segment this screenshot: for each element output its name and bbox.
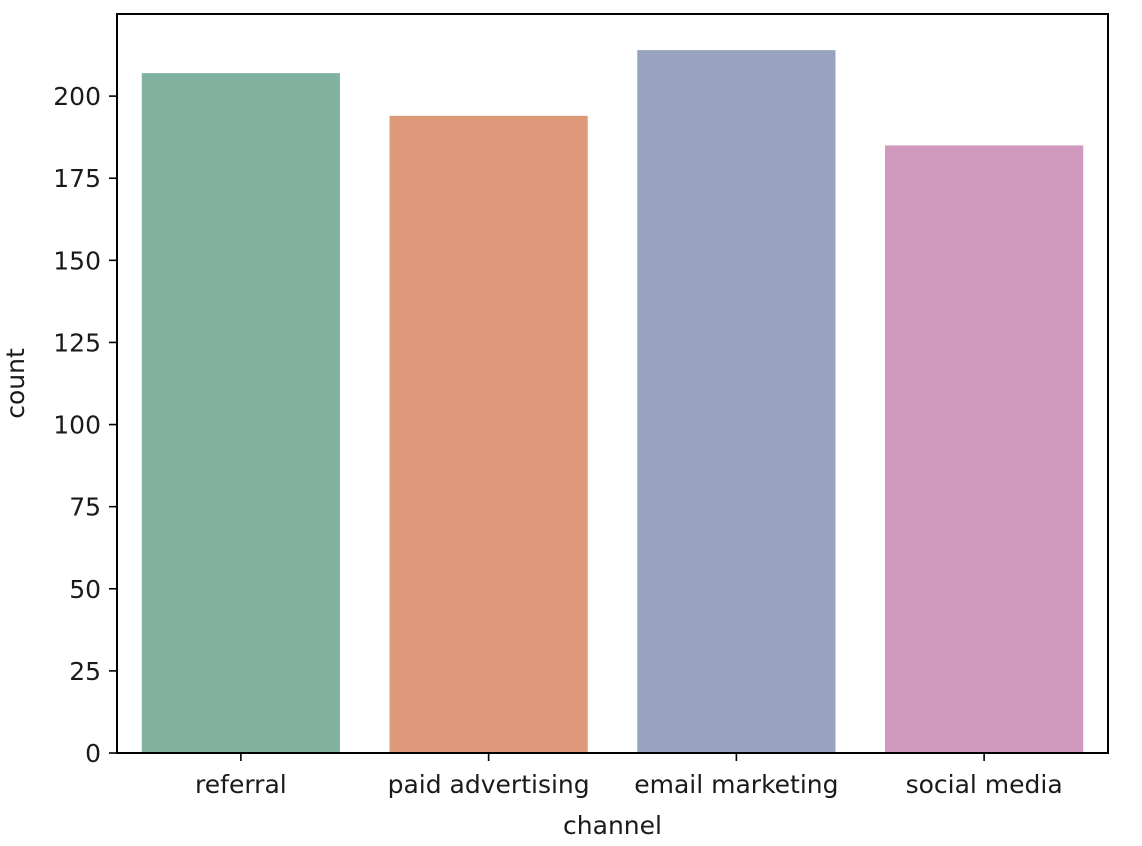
bar-social-media bbox=[885, 145, 1084, 753]
y-axis-title: count bbox=[1, 348, 30, 419]
y-tick-label: 150 bbox=[53, 246, 101, 275]
y-tick-label: 50 bbox=[69, 575, 101, 604]
x-tick-label: social media bbox=[906, 770, 1063, 799]
y-tick-label: 75 bbox=[69, 493, 101, 522]
y-axis: 0 25 50 75 100 125 150 175 200 bbox=[53, 82, 117, 768]
y-tick-label: 175 bbox=[53, 164, 101, 193]
plot-frame bbox=[116, 13, 1109, 754]
bar-email-marketing bbox=[637, 50, 836, 753]
bar-referral bbox=[141, 73, 340, 754]
bar-paid-advertising bbox=[389, 115, 588, 754]
x-axis-title: channel bbox=[563, 811, 662, 840]
x-tick-label: email marketing bbox=[634, 770, 838, 799]
x-tick-label: paid advertising bbox=[388, 770, 590, 799]
x-axis: referral paid advertising email marketing s… bbox=[195, 753, 1063, 799]
y-tick-label: 200 bbox=[53, 82, 101, 111]
y-tick-label: 125 bbox=[53, 328, 101, 357]
y-tick-label: 25 bbox=[69, 657, 101, 686]
x-tick-label: referral bbox=[195, 770, 287, 799]
y-tick-label: 0 bbox=[85, 739, 101, 768]
bars-layer bbox=[141, 50, 1084, 754]
y-tick-label: 100 bbox=[53, 411, 101, 440]
